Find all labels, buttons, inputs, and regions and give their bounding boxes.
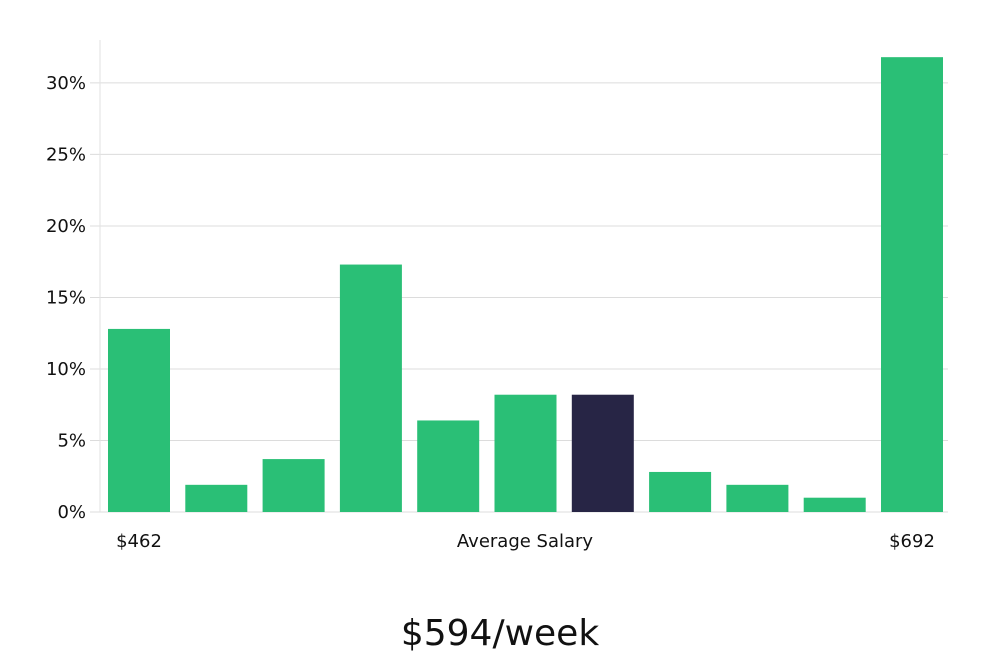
x-axis-title: Average Salary	[457, 531, 594, 552]
y-tick-label: 30%	[46, 73, 86, 94]
average-weekly-salary: $594/week	[400, 613, 600, 654]
bar	[417, 420, 480, 512]
y-tick-label: 15%	[46, 287, 86, 308]
bars	[108, 57, 943, 512]
gridlines	[90, 82, 948, 513]
bar	[494, 394, 557, 512]
bar	[339, 264, 402, 512]
y-tick-label: 20%	[46, 216, 86, 237]
y-tick-label: 10%	[46, 359, 86, 380]
bar	[185, 484, 248, 512]
bar-highlighted	[571, 394, 634, 512]
y-tick-label: 25%	[46, 144, 86, 165]
bar	[726, 484, 789, 512]
y-tick-label: 5%	[57, 430, 86, 451]
bar	[649, 471, 712, 512]
x-axis-end-label: $692	[889, 531, 935, 552]
bar	[262, 459, 325, 512]
salary-histogram: 0%5%10%15%20%25%30% $462 Average Salary …	[46, 40, 948, 552]
bar	[803, 497, 866, 512]
bar	[881, 57, 943, 512]
y-tick-label: 0%	[57, 502, 86, 523]
y-axis-ticks: 0% 5% 10% 15% 20% 25% 30%	[46, 73, 86, 523]
x-axis-start-label: $462	[116, 531, 162, 552]
bar	[108, 328, 170, 512]
